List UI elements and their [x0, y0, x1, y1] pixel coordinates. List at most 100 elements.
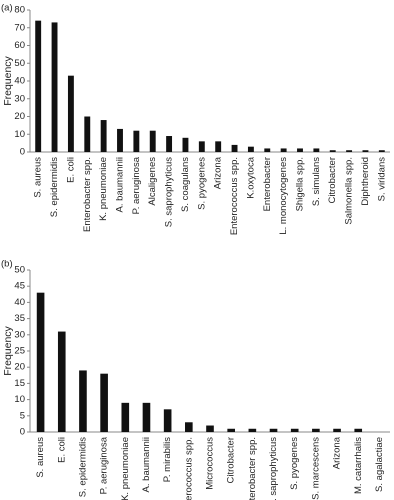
bar	[333, 428, 341, 432]
x-tick-label: S. simulans	[311, 157, 322, 206]
bar	[36, 292, 45, 432]
bar	[166, 136, 173, 152]
x-tick-label: M. catarrhalis	[353, 437, 364, 494]
bar	[84, 116, 91, 152]
x-tick-label: S. aureus	[33, 157, 44, 198]
bar	[378, 150, 385, 152]
x-tick-label: Citrobacter	[327, 157, 338, 203]
y-tick-label: 0	[20, 147, 25, 158]
panel-label: (a)	[1, 3, 13, 14]
x-tick-label: Enterobacter spp.	[247, 437, 258, 500]
x-tick-label: Enterobacter spp.	[82, 157, 93, 232]
y-tick-label: 10	[14, 129, 25, 140]
x-tick-label: E. coli	[56, 437, 67, 463]
x-tick-label: S. saprophyticus	[164, 157, 175, 227]
panel-label: (b)	[1, 259, 13, 270]
bar	[215, 141, 222, 152]
bar	[297, 148, 303, 152]
bar	[346, 150, 353, 152]
bar	[133, 130, 140, 152]
x-tick-label: L. monocytogenes	[278, 157, 289, 235]
y-tick-label: 10	[14, 394, 25, 405]
y-tick-label: 60	[14, 40, 25, 51]
bar	[35, 20, 42, 153]
bar	[100, 373, 108, 432]
x-tick-label: K. pneumoniae	[120, 437, 131, 500]
bar	[117, 128, 123, 152]
bar	[280, 148, 287, 152]
bar	[142, 402, 151, 432]
x-tick-label: S. epidermidis	[49, 157, 60, 217]
x-tick-label: S. marcescens	[310, 437, 321, 500]
x-tick-label: K.oxytoca	[245, 156, 256, 198]
y-tick-label: 80	[14, 5, 25, 16]
y-tick-label: 40	[14, 76, 25, 87]
bar	[149, 130, 156, 152]
bar	[121, 402, 130, 432]
x-tick-label: Enterococcus spp.	[229, 157, 240, 235]
x-tick-label: Salmonella spp.	[344, 157, 355, 225]
bar	[198, 141, 205, 152]
x-tick-label: E. coli	[65, 157, 76, 183]
bar	[79, 370, 87, 432]
bar	[67, 75, 74, 152]
x-tick-label: S. saprophyticus	[268, 437, 279, 500]
bar	[100, 120, 107, 152]
bar	[269, 428, 278, 432]
y-tick-label: 70	[14, 22, 25, 33]
y-tick-label: 30	[14, 93, 25, 104]
x-tick-label: S. pyogenes	[196, 157, 207, 210]
x-tick-label: K. pneumoniae	[98, 157, 109, 221]
bar	[163, 409, 172, 432]
y-tick-label: 45	[14, 281, 25, 292]
x-tick-label: P. aeruginosa	[131, 156, 142, 214]
bar	[231, 144, 238, 152]
y-tick-label: 50	[14, 265, 25, 276]
bar	[227, 428, 235, 432]
x-tick-label: A. baumannii	[115, 157, 126, 212]
y-tick-label: 20	[14, 362, 25, 373]
x-tick-label: Citrobacter	[226, 437, 237, 483]
x-tick-label: S. pyogenes	[289, 437, 300, 490]
y-axis-label: Frequency	[2, 325, 14, 375]
bar	[362, 150, 369, 152]
y-tick-label: 30	[14, 329, 25, 340]
x-tick-label: A. baumannii	[141, 437, 152, 492]
y-tick-label: 0	[20, 427, 25, 438]
bar	[312, 428, 320, 432]
x-tick-label: Arizona	[332, 436, 343, 469]
y-tick-label: 15	[14, 378, 25, 389]
x-tick-label: Shigella spp.	[295, 157, 306, 211]
x-tick-label: P. mirabilis	[162, 437, 173, 482]
x-tick-label: S. coagulans	[180, 157, 191, 212]
bar	[206, 425, 214, 432]
x-tick-label: Enterococcus spp.	[183, 437, 194, 500]
y-tick-label: 40	[14, 297, 25, 308]
bar	[329, 150, 336, 152]
bar	[51, 22, 58, 152]
y-tick-label: 35	[14, 313, 25, 324]
y-tick-label: 5	[20, 410, 25, 421]
bar	[313, 148, 320, 152]
y-tick-label: 50	[14, 58, 25, 69]
x-tick-label: P. aeruginosa	[99, 436, 110, 494]
x-tick-label: Enterobacter	[262, 157, 273, 211]
x-tick-label: S. aureus	[35, 437, 46, 478]
x-tick-label: Micrococcus	[205, 437, 216, 490]
bar	[354, 428, 363, 432]
y-tick-label: 20	[14, 111, 25, 122]
x-tick-label: Alcaligenes	[147, 157, 158, 206]
bar	[185, 422, 193, 432]
x-tick-label: S. viridans	[376, 157, 387, 202]
bar	[247, 146, 254, 152]
bar	[248, 428, 257, 432]
bar	[264, 148, 271, 152]
x-tick-label: S. agalactiae	[374, 437, 385, 492]
y-tick-label: 25	[14, 346, 25, 357]
x-tick-label: S. epidermidis	[77, 437, 88, 497]
x-tick-label: Arizona	[213, 156, 224, 189]
x-tick-label: Diphtheroid	[360, 157, 371, 206]
bar	[182, 137, 189, 152]
y-axis-label: Frequency	[2, 55, 14, 105]
